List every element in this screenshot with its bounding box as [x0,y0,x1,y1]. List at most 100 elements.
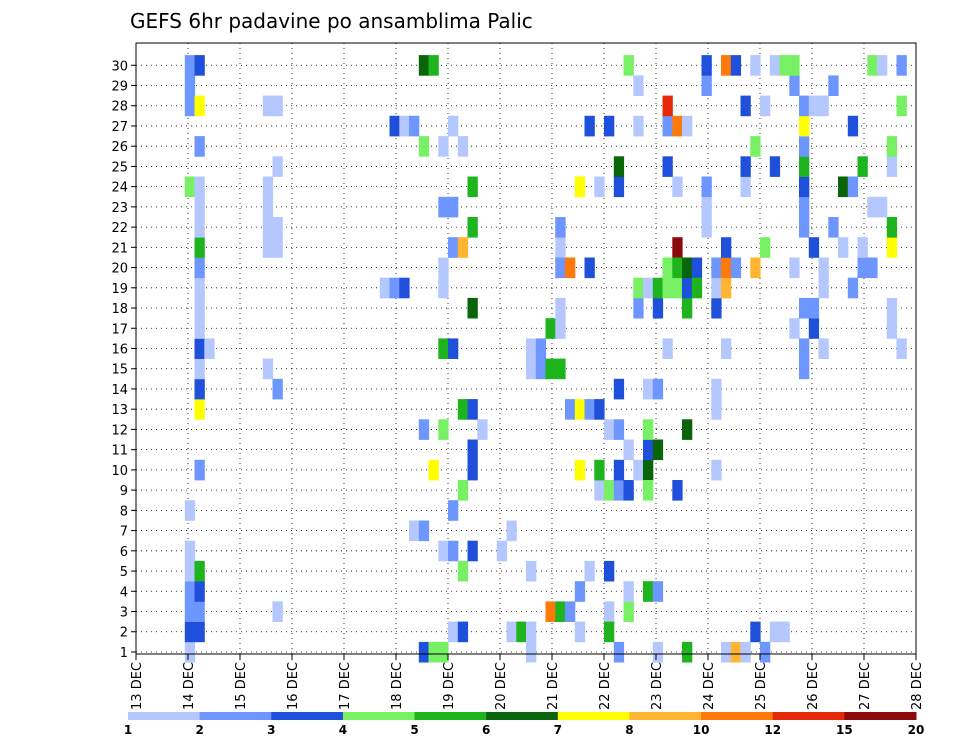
heatmap-cell [838,237,849,258]
heatmap-cell [613,641,625,663]
heatmap-cell [740,95,751,117]
legend-swatch [486,712,559,720]
heatmap-cell [584,560,595,582]
heatmap-cell [604,601,615,622]
legend-swatch [342,712,416,720]
heatmap-cell [740,156,751,177]
heatmap-cell [194,95,205,117]
heatmap-cell [418,136,430,157]
heatmap-cell [604,480,615,501]
heatmap-cell [448,338,459,359]
heatmap-cell [721,277,732,299]
heatmap-cell [623,480,634,501]
heatmap-cell [643,459,654,481]
x-tick-label: 21 DEC [546,662,561,710]
heatmap-cell [877,55,888,76]
y-tick-label: 8 [120,504,128,519]
heatmap-cell [672,237,683,258]
heatmap-cell [448,237,459,258]
y-tick-label: 2 [120,626,128,641]
heatmap-cell [662,115,673,137]
heatmap-cell [769,55,781,76]
heatmap-cell [838,176,849,198]
heatmap-cell [857,257,868,279]
heatmap-cell [594,459,605,481]
heatmap-cell [467,459,478,481]
heatmap-cell [594,480,605,501]
heatmap-cell [633,297,644,319]
heatmap-cell [799,217,810,238]
legend-label: 15 [836,723,853,737]
heatmap-cell [399,115,410,137]
legend-label: 20 [908,723,925,737]
heatmap-cell [847,277,859,299]
heatmap-cell [574,399,586,420]
heatmap-cell [555,318,566,339]
heatmap-cell [779,55,790,76]
legend-label: 4 [339,723,347,737]
heatmap-cell [565,399,576,420]
heatmap-cell [184,55,196,76]
heatmap-cell [457,480,469,501]
heatmap-cell [643,480,654,501]
heatmap-cell [886,136,898,157]
heatmap-cell [194,358,205,380]
heatmap-cell [535,358,547,380]
y-tick-label: 14 [111,383,128,398]
heatmap-cell [555,297,566,319]
legend-swatch [629,712,702,720]
heatmap-cell [711,459,722,481]
heatmap-cell [643,277,654,299]
heatmap-cell [701,217,712,238]
heatmap-cell [584,399,595,420]
heatmap-cell [194,621,205,643]
heatmap-cell [584,115,595,137]
legend-swatch [772,712,845,720]
heatmap-cell [662,95,673,117]
legend-swatch [199,712,272,720]
heatmap-cell [662,338,673,359]
heatmap-cell [457,621,469,643]
heatmap-cell [428,459,439,481]
heatmap-cell [857,237,868,258]
heatmap-cell [594,176,605,198]
heatmap-cell [730,641,742,663]
heatmap-cell [574,581,586,602]
heatmap-cell [448,540,459,562]
heatmap-cell [721,338,732,359]
heatmap-cell [272,601,283,622]
x-tick-label: 25 DEC [754,662,769,710]
heatmap-cell [818,95,829,117]
legend-swatch [701,712,774,720]
heatmap-cell [184,581,196,602]
heatmap-cell [184,601,196,622]
heatmap-cell [262,196,274,218]
heatmap-cell [526,338,537,359]
heatmap-cell [643,378,654,400]
heatmap-cell [204,338,215,359]
heatmap-cell [652,641,664,663]
heatmap-cell [613,459,625,481]
y-tick-label: 25 [111,160,128,175]
heatmap-cell [467,439,478,461]
heatmap-cell [555,601,566,622]
y-tick-label: 5 [120,565,128,580]
y-tick-label: 4 [120,585,128,600]
y-tick-label: 18 [111,302,128,317]
heatmap-cell [896,338,907,359]
y-tick-label: 29 [111,79,128,94]
legend-swatch [844,712,917,720]
heatmap-cell [633,75,644,96]
heatmap-cell [506,621,517,643]
heatmap-cell [886,217,898,238]
heatmap-cell [272,217,283,238]
heatmap-cell [740,176,751,198]
y-tick-label: 21 [111,241,128,256]
y-tick-label: 26 [111,140,128,155]
heatmap-cell [418,520,430,542]
heatmap-cell [643,419,654,440]
heatmap-cell [799,136,810,157]
heatmap-cell [789,318,800,339]
heatmap-cell [847,176,859,198]
heatmap-cell [262,176,274,198]
